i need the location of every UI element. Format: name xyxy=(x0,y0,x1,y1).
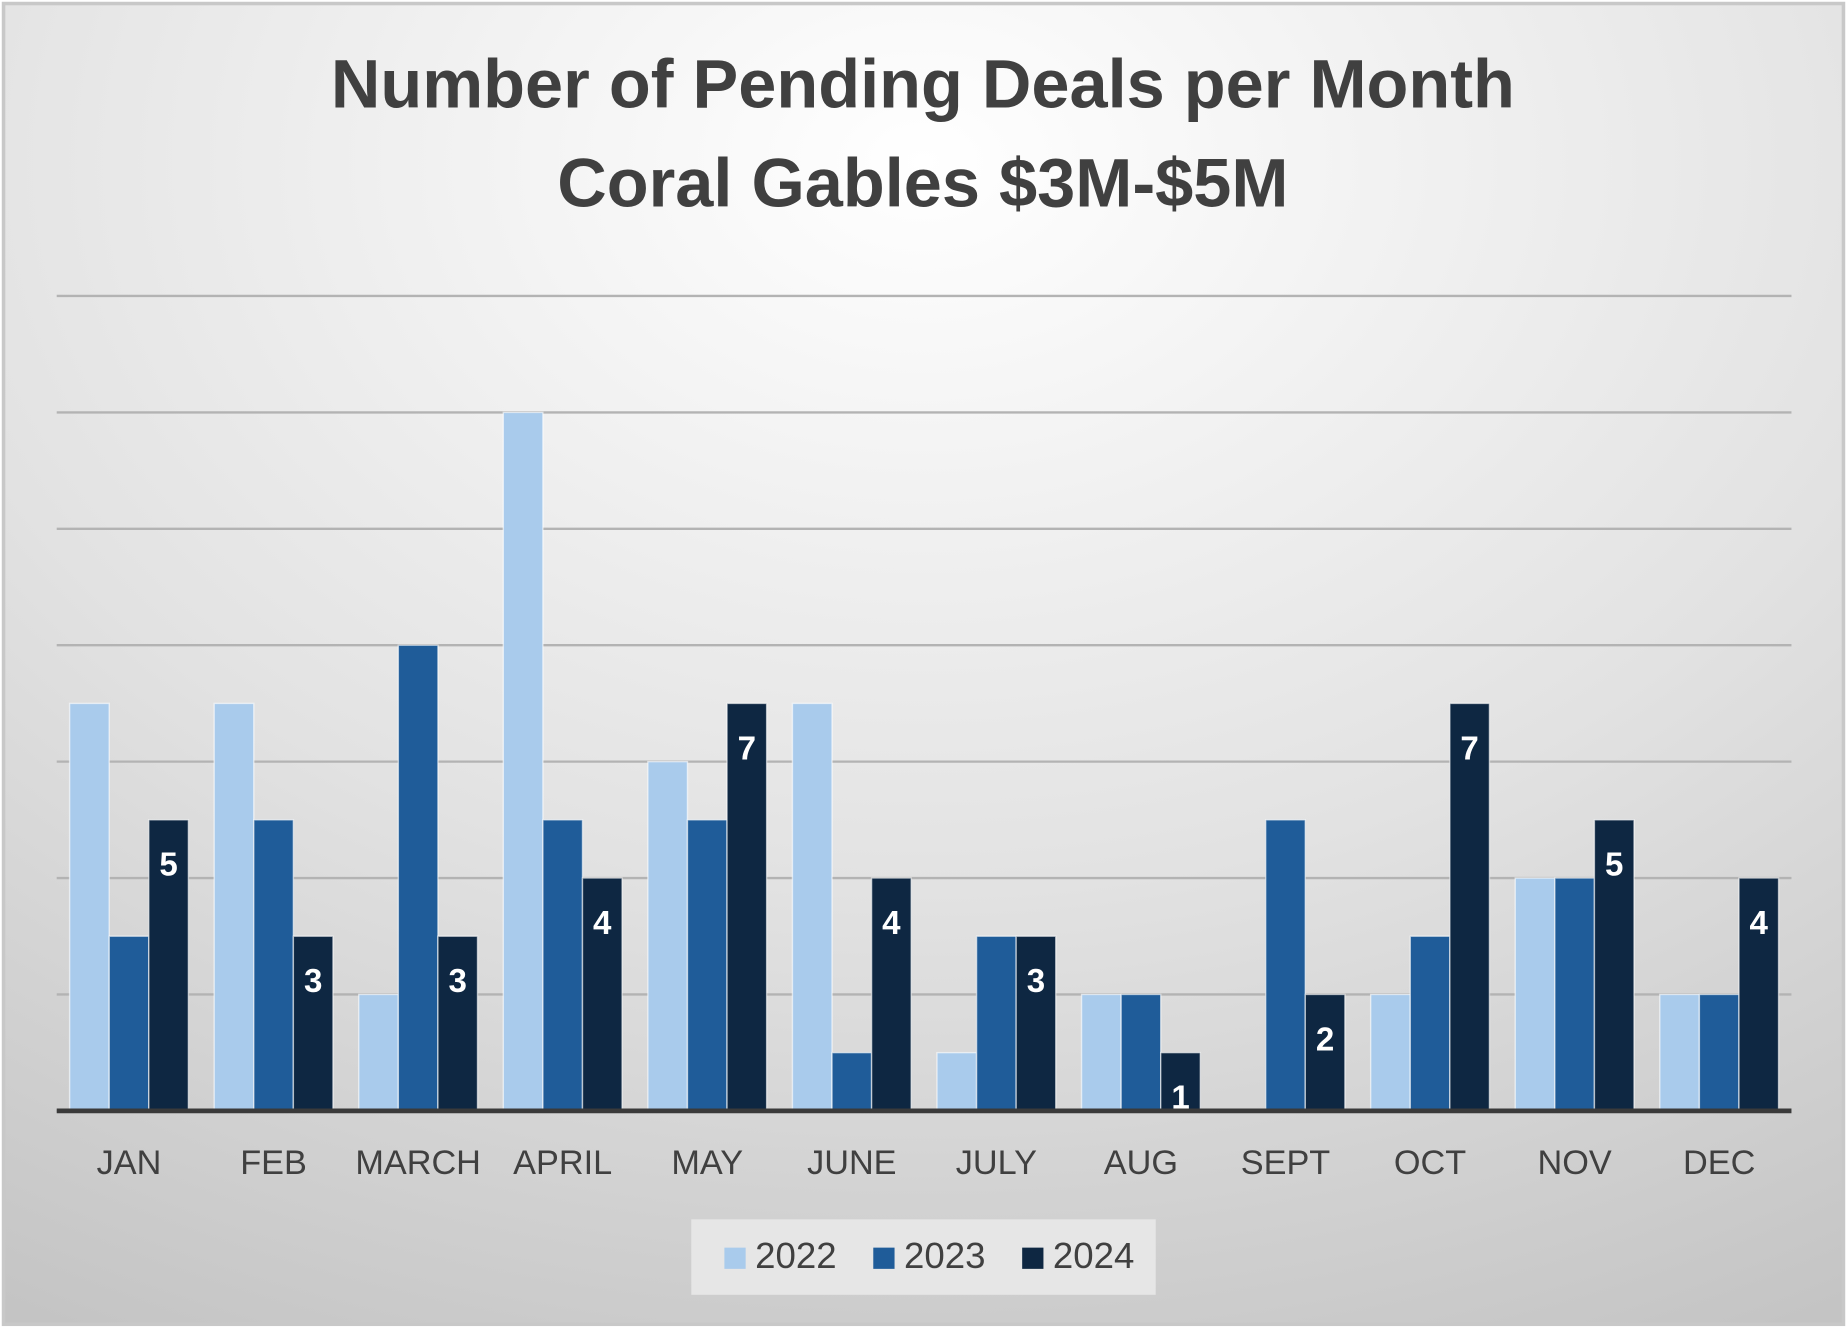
bar xyxy=(1409,935,1451,1112)
x-tick-label: JUNE xyxy=(807,1144,896,1182)
data-label: 1 xyxy=(1171,1080,1189,1117)
legend-label: 2022 xyxy=(755,1235,836,1276)
bar xyxy=(358,993,400,1112)
data-label: 3 xyxy=(1027,963,1045,1000)
x-tick-label: DEC xyxy=(1683,1144,1755,1182)
bar xyxy=(936,1051,978,1112)
bar xyxy=(1160,1051,1202,1112)
bar xyxy=(1659,993,1701,1112)
legend-swatch xyxy=(873,1247,895,1269)
bar xyxy=(870,877,912,1112)
bar xyxy=(1015,935,1057,1112)
bar xyxy=(726,702,768,1112)
bar xyxy=(1593,819,1635,1112)
data-label: 5 xyxy=(159,847,177,884)
bar xyxy=(791,702,833,1112)
data-label: 7 xyxy=(738,730,756,767)
bar xyxy=(1698,993,1740,1112)
bar xyxy=(148,819,190,1112)
bar xyxy=(213,702,255,1112)
x-tick-label: APRIL xyxy=(513,1144,612,1182)
data-label: 4 xyxy=(882,905,901,942)
bar xyxy=(1080,993,1122,1112)
data-label: 4 xyxy=(593,905,612,942)
data-label: 3 xyxy=(304,963,322,1000)
x-tick-label: SEPT xyxy=(1241,1144,1331,1182)
bar xyxy=(647,760,689,1112)
bar xyxy=(253,819,295,1112)
x-tick-label: OCT xyxy=(1394,1144,1466,1182)
data-label: 5 xyxy=(1605,847,1623,884)
bar xyxy=(1369,993,1411,1112)
bar xyxy=(437,935,479,1112)
bar xyxy=(1514,877,1556,1112)
bar xyxy=(108,935,150,1112)
bar xyxy=(831,1051,873,1112)
bar xyxy=(975,935,1017,1112)
data-label: 7 xyxy=(1460,730,1478,767)
x-tick-label: MARCH xyxy=(355,1144,481,1182)
bar xyxy=(686,819,728,1112)
bar xyxy=(542,819,584,1112)
bar xyxy=(1264,819,1306,1112)
bar xyxy=(1304,993,1346,1112)
x-tick-label: FEB xyxy=(240,1144,307,1182)
bar xyxy=(292,935,334,1112)
legend-swatch xyxy=(1022,1247,1044,1269)
x-tick-label: AUG xyxy=(1104,1144,1178,1182)
chart-title: Number of Pending Deals per Month xyxy=(331,46,1515,123)
bar xyxy=(581,877,623,1112)
bar xyxy=(1120,993,1162,1112)
x-tick-label: JULY xyxy=(956,1144,1037,1182)
legend-label: 2024 xyxy=(1053,1235,1134,1276)
bar xyxy=(397,644,439,1112)
chart-title: Coral Gables $3M-$5M xyxy=(557,145,1288,222)
data-label: 2 xyxy=(1316,1021,1334,1058)
x-tick-label: JAN xyxy=(97,1144,162,1182)
bar xyxy=(502,411,544,1112)
legend-swatch xyxy=(724,1247,746,1269)
data-label: 3 xyxy=(449,963,467,1000)
bar xyxy=(1738,877,1780,1112)
legend-box xyxy=(691,1219,1156,1295)
bar xyxy=(68,702,110,1112)
data-label: 4 xyxy=(1750,905,1769,942)
x-tick-label: MAY xyxy=(671,1144,743,1182)
x-tick-label: NOV xyxy=(1538,1144,1612,1182)
bar xyxy=(1554,877,1596,1112)
legend-label: 2023 xyxy=(904,1235,985,1276)
